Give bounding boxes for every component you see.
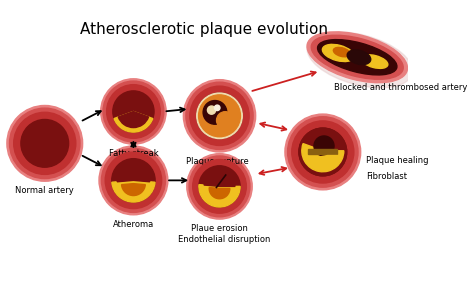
Text: Fatty streak: Fatty streak [109, 149, 158, 158]
Wedge shape [121, 184, 146, 196]
Text: Blocked and thrombosed artery: Blocked and thrombosed artery [334, 83, 467, 92]
Circle shape [101, 148, 165, 212]
Circle shape [99, 146, 168, 215]
Text: Atheroma: Atheroma [113, 220, 154, 229]
Bar [309, 149, 337, 154]
Circle shape [100, 79, 166, 144]
Circle shape [299, 128, 346, 176]
Text: Plaque rupture: Plaque rupture [186, 157, 249, 166]
Ellipse shape [307, 32, 412, 88]
Circle shape [186, 82, 253, 149]
Ellipse shape [333, 47, 350, 57]
Circle shape [208, 106, 216, 114]
Circle shape [288, 117, 358, 187]
Text: Fibroblast: Fibroblast [366, 172, 407, 180]
Text: Endothelial disruption: Endothelial disruption [178, 235, 270, 244]
Circle shape [187, 154, 252, 219]
Wedge shape [204, 171, 235, 187]
Text: Plaue erosion: Plaue erosion [191, 224, 248, 233]
Circle shape [197, 93, 242, 139]
Circle shape [314, 136, 334, 156]
Circle shape [190, 86, 249, 146]
Wedge shape [112, 180, 155, 202]
Wedge shape [118, 111, 148, 127]
Circle shape [183, 80, 255, 152]
Circle shape [189, 156, 250, 217]
Circle shape [215, 105, 220, 111]
Circle shape [197, 93, 242, 139]
Circle shape [9, 108, 80, 179]
Circle shape [113, 91, 154, 132]
Text: Plaque healing: Plaque healing [366, 156, 428, 165]
Circle shape [7, 105, 82, 181]
Circle shape [105, 152, 162, 209]
Ellipse shape [361, 55, 388, 68]
Circle shape [199, 166, 240, 207]
Circle shape [107, 85, 160, 138]
Circle shape [21, 120, 69, 167]
Wedge shape [199, 184, 240, 207]
Ellipse shape [318, 40, 397, 75]
Text: Normal artery: Normal artery [15, 187, 74, 195]
Ellipse shape [347, 50, 371, 65]
Ellipse shape [311, 35, 403, 79]
Ellipse shape [322, 44, 354, 62]
Circle shape [285, 114, 361, 190]
Wedge shape [209, 188, 230, 199]
Circle shape [112, 159, 155, 202]
Wedge shape [302, 143, 344, 172]
Circle shape [203, 101, 227, 124]
Circle shape [292, 121, 354, 183]
Text: Atherosclerotic plaque evolution: Atherosclerotic plaque evolution [80, 22, 328, 37]
Circle shape [299, 128, 346, 176]
Circle shape [103, 81, 164, 142]
Circle shape [199, 95, 240, 137]
Wedge shape [317, 155, 338, 166]
Circle shape [193, 159, 246, 213]
Wedge shape [114, 111, 153, 132]
Circle shape [14, 112, 76, 174]
Circle shape [217, 112, 234, 129]
Ellipse shape [307, 32, 408, 83]
Wedge shape [117, 164, 150, 182]
